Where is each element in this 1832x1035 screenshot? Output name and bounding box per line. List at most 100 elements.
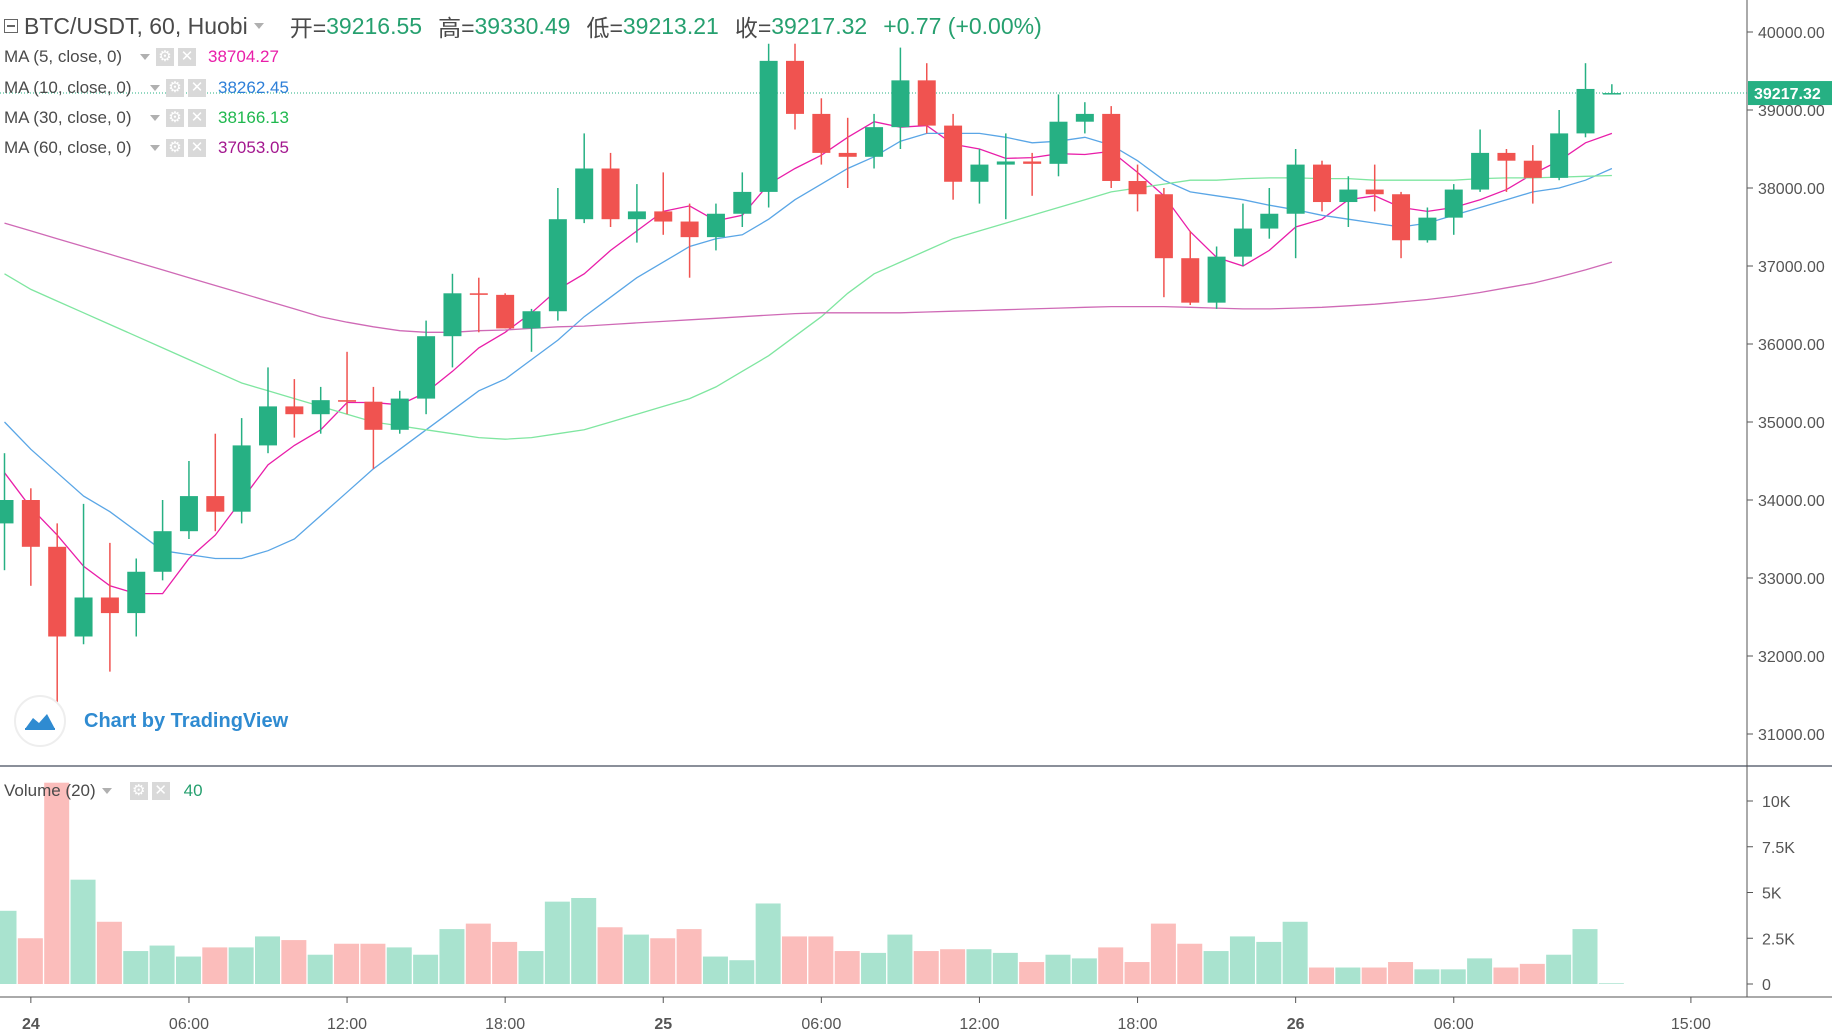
volume-bar[interactable] — [940, 949, 966, 984]
volume-bar[interactable] — [1440, 969, 1466, 984]
volume-bar[interactable] — [1467, 958, 1493, 984]
chevron-down-icon[interactable] — [253, 23, 264, 29]
volume-bar[interactable] — [439, 929, 465, 984]
volume-bar[interactable] — [966, 949, 992, 984]
volume-bar[interactable] — [465, 923, 491, 984]
volume-bar[interactable] — [1335, 967, 1361, 984]
volume-bar[interactable] — [1282, 921, 1308, 984]
volume-bar[interactable] — [782, 936, 807, 984]
candle[interactable] — [496, 293, 515, 329]
candle[interactable] — [1339, 176, 1358, 227]
volume-bar[interactable] — [149, 945, 175, 984]
candle[interactable] — [733, 172, 752, 227]
candle[interactable] — [1550, 110, 1569, 181]
ma60-label[interactable]: MA (60, close, 0) — [4, 138, 132, 157]
volume-bar[interactable] — [887, 934, 913, 984]
candle[interactable] — [48, 523, 67, 703]
candle[interactable] — [1444, 184, 1463, 235]
candle[interactable] — [1602, 84, 1621, 95]
close-icon[interactable]: ✕ — [151, 782, 170, 800]
chevron-down-icon[interactable] — [140, 54, 150, 60]
volume-bar[interactable] — [386, 947, 412, 984]
chevron-down-icon[interactable] — [150, 115, 160, 121]
tradingview-badge[interactable]: Chart by TradingView — [14, 695, 288, 747]
volume-bar[interactable] — [913, 951, 939, 984]
gear-icon[interactable]: ⚙ — [166, 139, 184, 157]
candle[interactable] — [179, 461, 198, 539]
chevron-down-icon[interactable] — [150, 85, 160, 91]
candle[interactable] — [1523, 145, 1542, 204]
candle[interactable] — [522, 308, 541, 352]
volume-bar[interactable] — [1229, 936, 1255, 984]
candle[interactable] — [364, 386, 383, 469]
candle[interactable] — [759, 43, 778, 208]
volume-bar[interactable] — [70, 879, 96, 984]
volume-bar[interactable] — [492, 941, 518, 984]
volume-bar[interactable] — [1071, 958, 1097, 984]
volume-bar[interactable] — [992, 952, 1018, 984]
candle[interactable] — [21, 488, 40, 586]
candle[interactable] — [654, 172, 673, 235]
volume-bar[interactable] — [1546, 954, 1572, 984]
gear-icon[interactable]: ⚙ — [166, 109, 184, 127]
chevron-down-icon[interactable] — [150, 145, 160, 151]
candle[interactable] — [865, 113, 884, 169]
ma-line-5[interactable] — [3, 121, 1613, 595]
candle[interactable] — [311, 386, 330, 434]
candle[interactable] — [1365, 164, 1384, 212]
ma-line-30[interactable] — [4, 174, 1612, 440]
candle[interactable] — [1471, 129, 1490, 192]
volume-bar[interactable] — [518, 951, 544, 984]
gear-icon[interactable]: ⚙ — [166, 79, 184, 97]
volume-bar[interactable] — [1361, 967, 1387, 984]
volume-bar[interactable] — [123, 951, 149, 984]
volume-bar[interactable] — [202, 947, 228, 984]
volume-bar[interactable] — [861, 952, 887, 984]
candle[interactable] — [601, 152, 620, 227]
volume-bar[interactable] — [729, 960, 755, 984]
candle[interactable] — [944, 113, 963, 200]
volume-bar[interactable] — [0, 910, 17, 984]
collapse-icon[interactable] — [4, 19, 18, 33]
candle[interactable] — [812, 98, 831, 165]
volume-bar[interactable] — [96, 921, 122, 984]
candle[interactable] — [1075, 102, 1094, 134]
volume-bar[interactable] — [544, 901, 570, 984]
chevron-down-icon[interactable] — [101, 788, 112, 794]
candle[interactable] — [390, 390, 409, 434]
volume-bar[interactable] — [307, 954, 333, 984]
volume-bar[interactable] — [413, 954, 439, 984]
volume-bar[interactable] — [623, 934, 649, 984]
volume-bar[interactable] — [175, 956, 201, 984]
candle[interactable] — [1418, 207, 1437, 243]
volume-bar[interactable] — [676, 929, 702, 984]
candle[interactable] — [970, 149, 989, 204]
candle[interactable] — [285, 379, 304, 438]
volume-bar[interactable] — [44, 782, 70, 984]
candle[interactable] — [1128, 164, 1147, 212]
ma-line-10[interactable] — [4, 132, 1613, 560]
candle[interactable] — [1207, 246, 1226, 309]
volume-bar[interactable] — [228, 947, 254, 984]
volume-bar[interactable] — [834, 951, 860, 984]
candle[interactable] — [680, 203, 699, 278]
ma-line-60[interactable] — [4, 222, 1613, 333]
candle[interactable] — [417, 320, 436, 415]
candle[interactable] — [1576, 63, 1595, 138]
candle[interactable] — [1181, 230, 1200, 305]
candle[interactable] — [917, 63, 936, 134]
ma5-label[interactable]: MA (5, close, 0) — [4, 47, 123, 66]
candle[interactable] — [706, 203, 725, 251]
candle[interactable] — [838, 117, 857, 188]
candle[interactable] — [232, 418, 251, 524]
candle[interactable] — [469, 277, 488, 333]
volume-bar[interactable] — [702, 956, 728, 984]
volume-bar[interactable] — [281, 940, 307, 984]
volume-bar[interactable] — [1124, 962, 1150, 984]
candle[interactable] — [1233, 203, 1252, 266]
candle[interactable] — [1286, 149, 1305, 259]
candle[interactable] — [1102, 106, 1121, 188]
candle[interactable] — [1023, 152, 1042, 196]
gear-icon[interactable]: ⚙ — [129, 782, 148, 800]
